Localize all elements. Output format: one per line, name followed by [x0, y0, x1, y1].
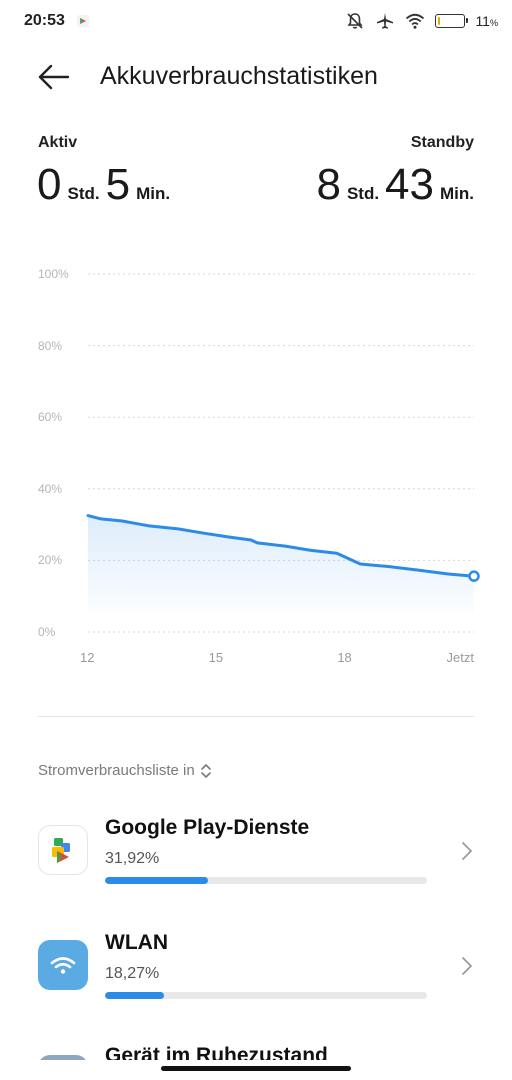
usage-bar-fill — [105, 992, 164, 999]
battery-level-chart: 100% 80% 60% 40% 20% 0% 12 15 18 Jetzt — [0, 250, 512, 680]
battery-chart-svg — [86, 273, 480, 633]
usage-bar-track — [105, 992, 427, 999]
y-tick-label: 60% — [38, 410, 63, 425]
standby-label: Standby — [410, 134, 474, 151]
standby-hours: 8 — [316, 160, 341, 209]
usage-bar-fill — [105, 877, 208, 884]
app-header: Akkuverbrauchstatistiken — [0, 50, 512, 106]
app-item-google-play-services[interactable]: Google Play-Dienste 31,92% — [0, 810, 512, 920]
standby-minutes: 43 — [385, 160, 434, 209]
y-tick-label: 20% — [38, 553, 63, 568]
standby-hours-unit: Std. — [346, 184, 380, 203]
wifi-icon — [406, 13, 425, 29]
active-minutes: 5 — [105, 160, 131, 209]
y-tick-label: 0% — [38, 625, 56, 639]
battery-percent-sign: % — [489, 18, 498, 28]
section-divider — [38, 716, 474, 717]
app-usage-percent: 31,92% — [105, 850, 160, 867]
chevron-right-icon — [462, 957, 472, 975]
y-tick-label: 40% — [38, 481, 63, 496]
standby-minutes-unit: Min. — [440, 184, 474, 203]
battery-level-area — [88, 515, 474, 612]
x-tick-label: 18 — [337, 650, 352, 665]
wifi-icon — [38, 940, 88, 990]
google-play-services-icon — [38, 825, 88, 875]
active-hours-unit: Std. — [67, 184, 100, 203]
device-idle-icon — [38, 1055, 88, 1060]
active-hours: 0 — [37, 160, 62, 209]
y-tick-label: 100% — [38, 267, 69, 281]
active-minutes-unit: Min. — [136, 184, 171, 203]
status-time: 20:53 — [24, 12, 65, 29]
usage-list-title: Stromverbrauchsliste in — [38, 762, 195, 779]
current-level-marker — [468, 570, 480, 582]
notification-app-icon — [77, 15, 89, 27]
status-bar: 20:53 11% — [0, 0, 512, 44]
battery-percent-number: 11 — [475, 13, 490, 29]
active-label: Aktiv — [38, 134, 78, 151]
x-tick-label: 15 — [208, 650, 224, 665]
usage-list-sort[interactable]: Stromverbrauchsliste in — [38, 762, 213, 779]
x-tick-label: Jetzt — [446, 650, 474, 665]
active-time: 0 Std. 5 Min. — [37, 160, 176, 210]
notifications-muted-icon — [347, 13, 364, 29]
google-play-services-glyph — [52, 838, 70, 863]
app-usage-percent: 18,27% — [105, 965, 160, 982]
sort-updown-icon — [200, 763, 211, 778]
battery-percent: 11% — [475, 13, 498, 29]
y-tick-label: 80% — [38, 338, 63, 353]
battery-level-fill — [438, 17, 441, 25]
page-title: Akkuverbrauchstatistiken — [100, 62, 378, 90]
battery-level-line — [86, 514, 476, 578]
app-item-device-idle[interactable]: Gerät im Ruhezustand — [0, 1040, 512, 1060]
usage-bar-track — [105, 877, 427, 884]
battery-icon — [435, 14, 469, 28]
app-name: Google Play-Dienste — [105, 816, 310, 839]
standby-time: 8 Std. 43 Min. — [316, 160, 480, 210]
chevron-right-icon — [462, 842, 472, 860]
app-name: Gerät im Ruhezustand — [105, 1044, 328, 1060]
x-tick-label: 12 — [80, 650, 95, 665]
airplane-mode-icon — [377, 13, 394, 29]
app-name: WLAN — [105, 931, 168, 954]
wifi-glyph — [50, 957, 76, 974]
status-icons: 11% — [345, 10, 498, 32]
arrow-left-icon[interactable] — [36, 62, 72, 92]
app-item-wlan[interactable]: WLAN 18,27% — [0, 925, 512, 1035]
home-indicator[interactable] — [161, 1066, 351, 1071]
